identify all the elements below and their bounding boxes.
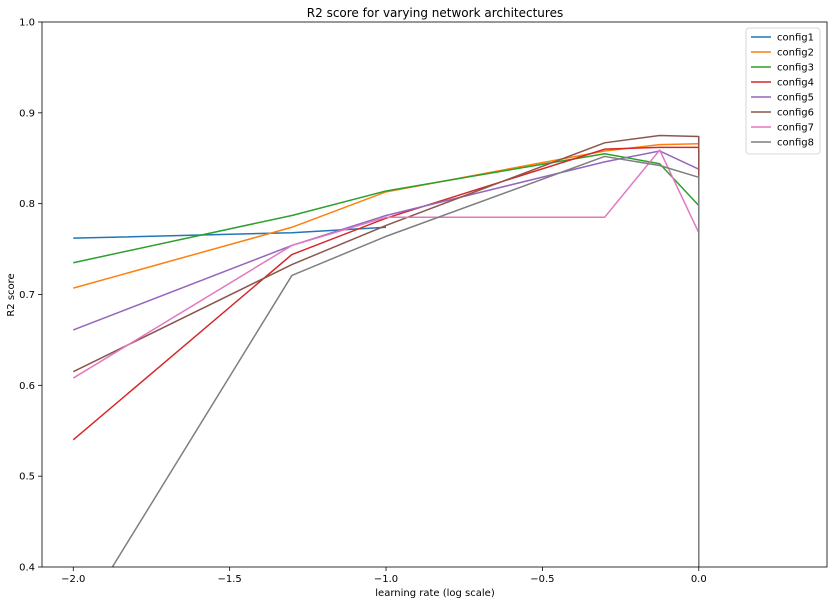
y-tick-label: 0.4 — [19, 563, 35, 574]
y-tick-label: 1.0 — [19, 18, 35, 29]
x-tick-label: −0.5 — [530, 574, 554, 585]
legend-label-config8: config8 — [777, 138, 814, 149]
x-tick-label: 0.0 — [691, 574, 707, 585]
x-axis-label: learning rate (log scale) — [375, 588, 495, 599]
legend-label-config6: config6 — [777, 108, 814, 119]
legend-box — [745, 27, 821, 155]
y-tick-label: 0.6 — [19, 381, 35, 392]
plot-frame — [41, 21, 828, 568]
chart-title: R2 score for varying network architectur… — [307, 6, 563, 20]
legend-label-config5: config5 — [777, 93, 814, 104]
x-tick-label: −2.0 — [61, 574, 85, 585]
legend-label-config7: config7 — [777, 123, 814, 134]
legend: config1 config2 config3 config4 config5 confi… — [745, 27, 821, 155]
series-line-config8 — [111, 155, 700, 567]
y-tick-label: 0.8 — [19, 199, 35, 210]
legend-label-config4: config4 — [777, 78, 814, 89]
series-line-config7 — [72, 149, 700, 379]
y-tick-label: 0.7 — [19, 290, 35, 301]
series-line-config1 — [73, 226, 387, 239]
x-tick-label: −1.5 — [218, 574, 242, 585]
legend-label-config1: config1 — [777, 33, 814, 44]
series-line-config5 — [72, 150, 700, 331]
series-line-config6 — [72, 134, 700, 567]
y-axis-label: R2 score — [6, 273, 17, 316]
legend-label-config3: config3 — [777, 63, 814, 74]
y-tick-label: 0.9 — [19, 108, 35, 119]
legend-label-config2: config2 — [777, 48, 814, 59]
y-tick-label: 0.5 — [19, 472, 35, 483]
x-tick-label: −1.0 — [374, 574, 398, 585]
series-lines — [72, 134, 700, 567]
series-line-config3 — [73, 152, 700, 264]
plot-area: −2.0 −1.5 −1.0 −0.5 0.0 0.4 0.5 0.6 0.7 0.8 0.9 1.0 — [19, 18, 828, 585]
series-line-config2 — [73, 142, 699, 289]
